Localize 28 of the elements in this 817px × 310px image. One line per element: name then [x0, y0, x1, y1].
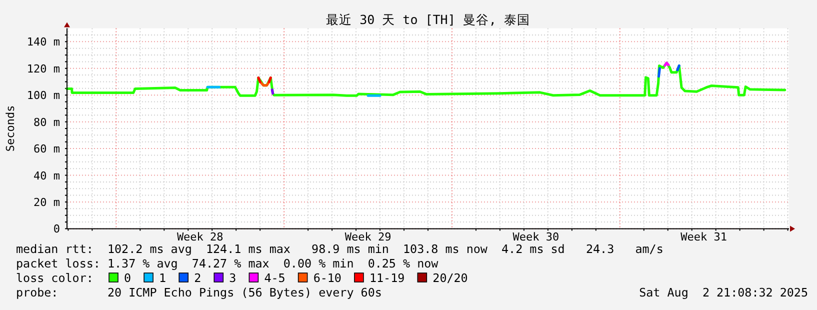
- legend-label: 20/20: [432, 271, 468, 285]
- legend-label: 3: [229, 271, 236, 285]
- legend-label: 1: [159, 271, 166, 285]
- chart-title: 最近 30 天 to [TH] 曼谷, 泰国: [326, 12, 530, 27]
- text: probe: 20 ICMP Echo Pings (56 Bytes) every 60s: [16, 286, 382, 300]
- y-tick-label: 120 m: [26, 62, 60, 76]
- legend-label: 11-19: [369, 271, 405, 285]
- legend-title: loss color:: [16, 271, 94, 285]
- y-tick-label: 140 m: [26, 36, 60, 49]
- y-tick-label: 80 m: [34, 116, 60, 129]
- y-axis-title: Seconds: [4, 105, 17, 152]
- y-tick-label: 40 m: [34, 169, 60, 182]
- text: packet loss: 1.37 % avg 74.27 % max 0.00 % min 0.25 % now: [16, 256, 440, 270]
- y-tick-label: 0: [53, 222, 60, 236]
- legend-label: 0: [124, 271, 132, 285]
- y-tick-label: 100 m: [26, 89, 60, 102]
- y-tick-label: 20 m: [34, 196, 60, 209]
- text: Sat Aug 2 21:08:32 2025: [639, 286, 808, 300]
- line-series: [66, 62, 786, 97]
- x-tick-label: Week 30: [512, 230, 560, 244]
- x-tick-label: Week 28: [176, 230, 224, 244]
- legend-label: 6-10: [313, 271, 342, 285]
- text: median rtt: 102.2 ms avg 124.1 ms max 98.9 ms min 103.8 ms now 4.2 ms sd 24.3 am/s: [16, 242, 664, 256]
- y-tick-label: 60 m: [34, 142, 60, 156]
- x-tick-label: Week 29: [344, 230, 392, 244]
- legend-label: 2: [194, 271, 202, 285]
- legend-label: 4-5: [264, 271, 286, 285]
- x-tick-label: Week 31: [680, 230, 728, 244]
